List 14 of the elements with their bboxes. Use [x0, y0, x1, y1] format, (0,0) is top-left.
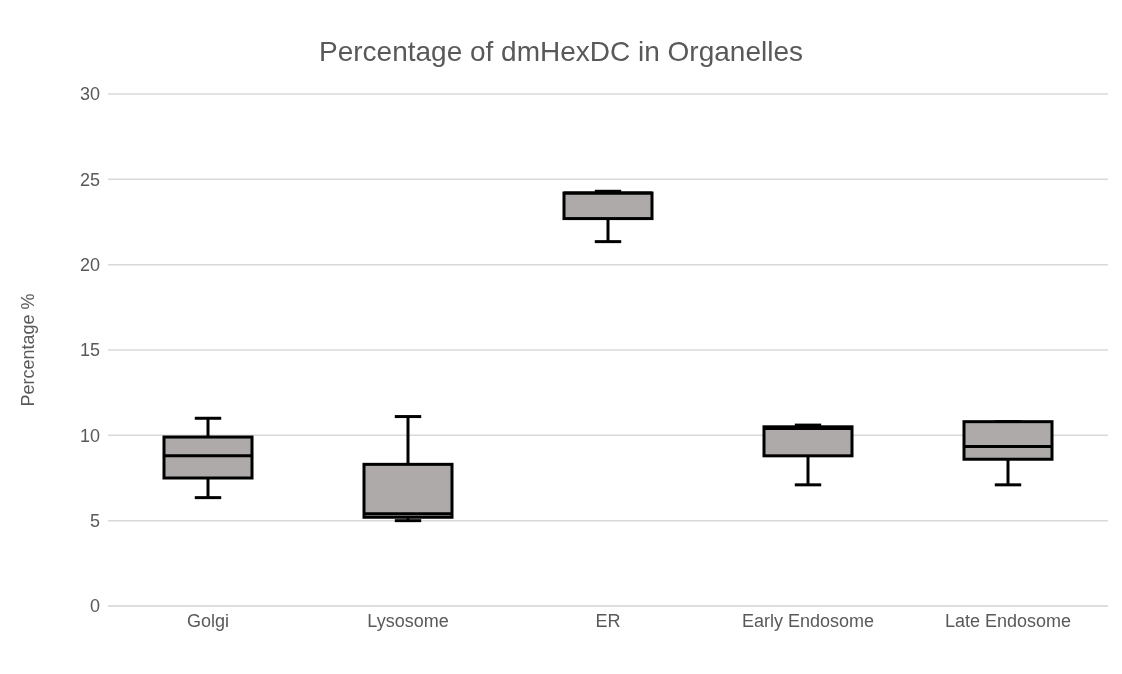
x-tick-label: Lysosome — [367, 610, 449, 631]
x-tick-label: Golgi — [186, 610, 230, 631]
y-tick-label: 20 — [79, 255, 100, 276]
y-tick-label: 0 — [89, 596, 100, 617]
y-tick-label: 25 — [79, 169, 100, 190]
y-tick-label: 5 — [89, 511, 100, 532]
chart-title: Percentage of dmHexDC in Organelles — [318, 36, 804, 68]
x-tick-label: Late Endosome — [944, 610, 1072, 631]
y-tick-label: 30 — [79, 84, 100, 105]
y-tick-label: 15 — [79, 340, 100, 361]
x-tick-label: Early Endosome — [741, 610, 875, 631]
y-tick-label: 10 — [79, 425, 100, 446]
x-tick-label: ER — [595, 610, 621, 631]
y-axis-title: Percentage % — [18, 293, 39, 407]
